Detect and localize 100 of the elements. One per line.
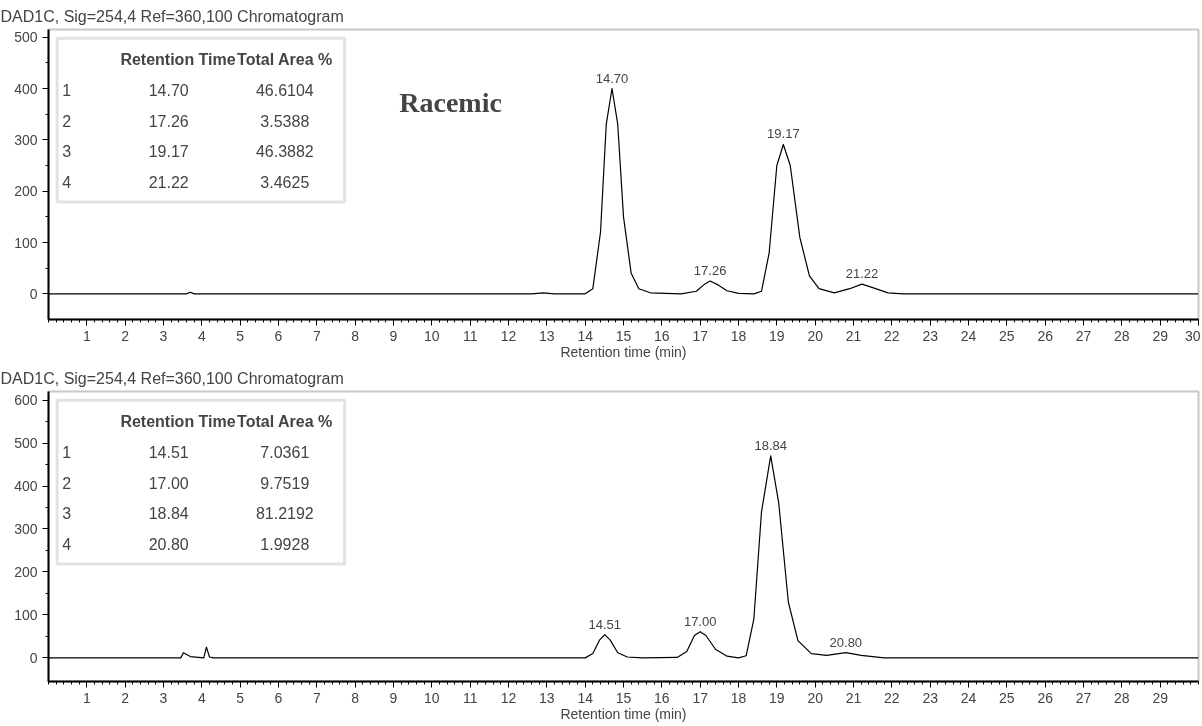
x-tick-label: 17: [692, 327, 709, 344]
x-tick-label: 8: [351, 327, 360, 344]
annotation: 17.26: [693, 263, 727, 278]
annotation: 3.5388: [260, 112, 310, 130]
x-tick-label: 20: [807, 689, 824, 706]
x-tick-label: 14: [577, 327, 594, 344]
annotation: 3: [62, 505, 72, 523]
x-tick-label: 17: [692, 689, 709, 706]
y-tick-label: 100: [14, 606, 38, 623]
annotation: Total Area %: [237, 51, 333, 69]
y-tick-label: 200: [14, 183, 38, 200]
annotation: 17.00: [148, 474, 189, 492]
annotation: 2: [62, 474, 72, 492]
annotation: 14.51: [148, 444, 189, 462]
x-tick-label: 3: [159, 689, 168, 706]
x-tick-label: 16: [654, 327, 670, 344]
annotation: 7.0361: [260, 444, 310, 462]
y-tick-label: 200: [14, 563, 38, 580]
annotation: Total Area %: [237, 413, 333, 431]
annotation: 1: [62, 82, 72, 100]
x-axis-title: Retention time (min): [560, 343, 687, 360]
annotation: Retention Time: [120, 51, 236, 69]
annotation: 17.26: [148, 112, 189, 130]
x-tick-label: 27: [1075, 689, 1092, 706]
annotation: 14.70: [595, 70, 629, 86]
annotation: 18.84: [754, 437, 787, 453]
x-tick-label: 28: [1114, 327, 1130, 344]
annotation: 14.51: [588, 616, 621, 632]
x-tick-label: 12: [500, 689, 517, 706]
x-tick-label: 24: [960, 327, 977, 344]
x-tick-label: 1: [82, 327, 91, 344]
annotation: 4: [62, 535, 72, 553]
x-tick-label: 19: [769, 689, 785, 706]
x-tick-label: 23: [922, 689, 939, 706]
x-tick-label: 7: [312, 689, 321, 706]
x-tick-label: 23: [922, 327, 939, 344]
annotation: 4: [62, 173, 72, 191]
x-tick-label: 13: [539, 689, 555, 706]
annotation: 2: [62, 112, 72, 130]
y-tick-label: 300: [14, 131, 38, 148]
y-tick-label: 400: [14, 478, 38, 495]
x-tick-label: 15: [615, 689, 632, 706]
annotation: 17.00: [683, 613, 717, 629]
annotation: 3.4625: [260, 173, 310, 191]
x-tick-label: 22: [884, 327, 900, 344]
x-tick-label: 21: [845, 689, 862, 706]
x-tick-label: 13: [539, 327, 555, 344]
x-tick-label: 18: [730, 327, 747, 344]
x-tick-label: 25: [999, 689, 1015, 706]
annotation: 20.80: [829, 634, 863, 650]
x-tick-label: 6: [274, 327, 283, 344]
x-tick-label: 30: [1184, 327, 1201, 344]
x-tick-label: 27: [1075, 327, 1092, 344]
x-tick-label: 2: [121, 327, 130, 344]
x-tick-label: 26: [1037, 689, 1054, 706]
chart-title: DAD1C, Sig=254,4 Ref=360,100 Chromatogram: [0, 369, 344, 387]
annotation: 21.22: [845, 266, 879, 282]
x-tick-label: 25: [999, 327, 1015, 344]
x-tick-label: 11: [462, 689, 478, 706]
annotation: 1.9928: [260, 535, 310, 553]
x-axis-title: Retention time (min): [560, 705, 687, 722]
x-tick-label: 10: [424, 327, 440, 344]
x-tick-label: 18: [730, 689, 747, 706]
x-tick-label: 14: [577, 689, 594, 706]
annotation: Racemic: [399, 86, 502, 118]
annotation: 21.22: [148, 173, 189, 191]
x-tick-label: 7: [312, 327, 321, 344]
x-tick-label: 3: [159, 327, 168, 344]
x-tick-label: 24: [960, 689, 977, 706]
annotation: 19.17: [148, 143, 189, 161]
chart-title: DAD1C, Sig=254,4 Ref=360,100 Chromatogram: [0, 7, 344, 25]
x-tick-label: 9: [389, 327, 398, 344]
annotation: 46.6104: [255, 82, 314, 100]
y-tick-label: 0: [29, 649, 38, 666]
y-tick-label: 400: [14, 80, 38, 97]
x-tick-label: 11: [462, 327, 478, 344]
y-tick-label: 100: [14, 234, 38, 251]
annotation: 14.70: [148, 82, 189, 100]
x-tick-label: 9: [389, 689, 398, 706]
y-tick-label: 0: [29, 285, 38, 302]
x-tick-label: 20: [807, 327, 824, 344]
x-tick-label: 4: [197, 689, 206, 706]
x-tick-label: 5: [236, 327, 245, 344]
annotation: 81.2192: [255, 505, 314, 523]
y-tick-label: 600: [14, 392, 38, 409]
x-tick-label: 10: [424, 689, 440, 706]
x-tick-label: 6: [274, 689, 283, 706]
x-tick-label: 2: [121, 689, 130, 706]
annotation: 20.80: [148, 535, 189, 553]
x-tick-label: 22: [884, 689, 900, 706]
annotation: 46.3882: [255, 143, 314, 161]
x-tick-label: 19: [769, 327, 785, 344]
annotation: 18.84: [148, 505, 189, 523]
x-tick-label: 15: [615, 327, 632, 344]
x-tick-label: 12: [500, 327, 517, 344]
y-tick-label: 300: [14, 520, 38, 537]
y-tick-label: 500: [14, 29, 38, 46]
x-tick-label: 26: [1037, 327, 1054, 344]
x-tick-label: 16: [654, 689, 670, 706]
x-tick-label: 8: [351, 689, 360, 706]
